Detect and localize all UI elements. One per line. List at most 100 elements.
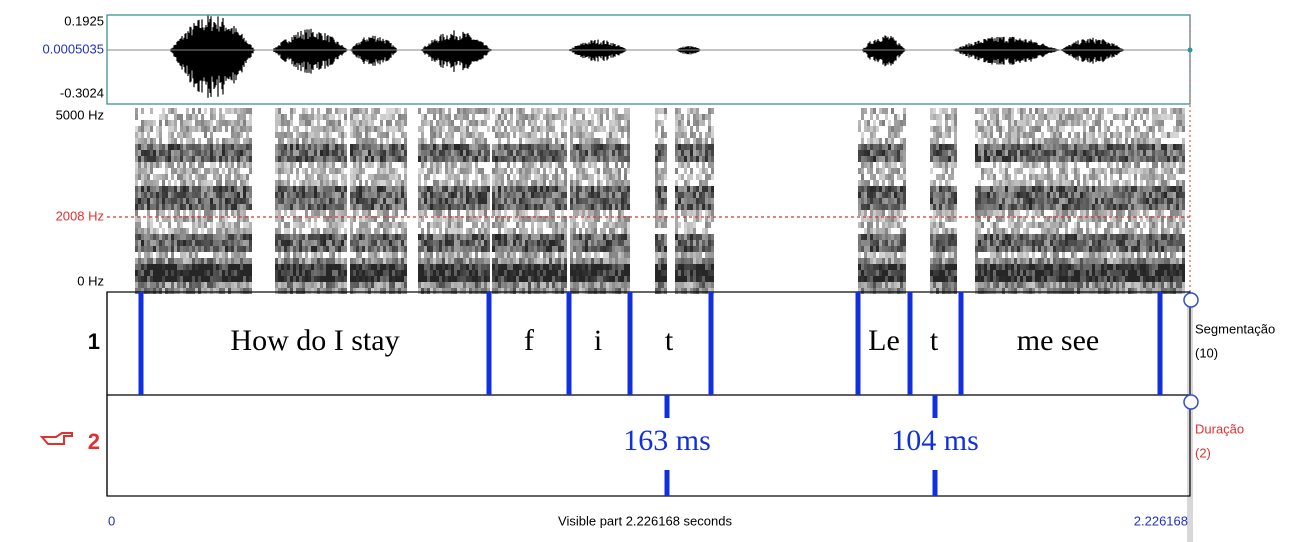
spectrogram-cell bbox=[237, 282, 240, 288]
spectrogram-cell bbox=[383, 246, 386, 252]
spectrogram-cell bbox=[386, 174, 389, 180]
spectrogram-cell bbox=[275, 228, 278, 234]
spectrogram-cell bbox=[463, 246, 466, 252]
spectrogram-cell bbox=[504, 252, 507, 258]
spectrogram-cell bbox=[513, 144, 516, 150]
spectrogram-cell bbox=[195, 174, 198, 180]
spectrogram-cell bbox=[487, 258, 490, 264]
spectrogram-cell bbox=[687, 264, 690, 270]
spectrogram-cell bbox=[162, 204, 165, 210]
spectrogram-cell bbox=[290, 198, 293, 204]
spectrogram-cell bbox=[585, 192, 588, 198]
spectrogram-cell bbox=[281, 180, 284, 186]
spectrogram-cell bbox=[618, 174, 621, 180]
spectrogram-cell bbox=[519, 240, 522, 246]
spectrogram-cell bbox=[323, 240, 326, 246]
spectrogram-cell bbox=[150, 150, 153, 156]
spectrogram-cell bbox=[448, 198, 451, 204]
spectrogram-cell bbox=[299, 228, 302, 234]
spectrogram-cell bbox=[284, 282, 287, 288]
spectrogram-cell bbox=[882, 192, 885, 198]
spectrogram-cell bbox=[240, 282, 243, 288]
spectrogram-cell bbox=[543, 258, 546, 264]
spectrogram-cell bbox=[579, 180, 582, 186]
spectrogram-cell bbox=[519, 228, 522, 234]
spectrogram-cell bbox=[873, 282, 876, 288]
spectrogram-cell bbox=[368, 270, 371, 276]
spectrogram-cell bbox=[451, 264, 454, 270]
spectrogram-cell bbox=[543, 276, 546, 282]
spectrogram-cell bbox=[498, 246, 501, 252]
spectrogram-cell bbox=[627, 120, 630, 126]
spectrogram-cell bbox=[368, 192, 371, 198]
spectrogram-cell bbox=[552, 288, 555, 294]
spectrogram-cell bbox=[201, 234, 204, 240]
spectrogram-cell bbox=[356, 192, 359, 198]
spectrogram-cell bbox=[466, 276, 469, 282]
spectrogram-cell bbox=[147, 138, 150, 144]
spectrogram-cell bbox=[516, 264, 519, 270]
spectrogram-cell bbox=[531, 228, 534, 234]
spectrogram-cell bbox=[687, 288, 690, 294]
spectrogram-cell bbox=[658, 222, 661, 228]
spectrogram-cell bbox=[284, 150, 287, 156]
spectrogram-cell bbox=[189, 114, 192, 120]
spectrogram-cell bbox=[314, 186, 317, 192]
spectrogram-cell bbox=[445, 114, 448, 120]
spectrogram-cell bbox=[510, 108, 513, 114]
spectrogram-cell bbox=[594, 138, 597, 144]
spectrogram-cell bbox=[546, 174, 549, 180]
spectrogram-cell bbox=[430, 282, 433, 288]
spectrogram-cell bbox=[681, 276, 684, 282]
spectrogram-cell bbox=[275, 156, 278, 162]
spectrogram-cell bbox=[624, 150, 627, 156]
spectrogram-cell bbox=[498, 282, 501, 288]
spectrogram-cell bbox=[681, 198, 684, 204]
spectrogram-cell bbox=[198, 204, 201, 210]
spectrogram-cell bbox=[314, 264, 317, 270]
spectrogram-cell bbox=[478, 228, 481, 234]
spectrogram-cell bbox=[888, 198, 891, 204]
spectrogram-cell bbox=[591, 180, 594, 186]
spectrogram-cell bbox=[174, 228, 177, 234]
spectrogram-cell bbox=[302, 168, 305, 174]
spectrogram-cell bbox=[708, 186, 711, 192]
spectrogram-cell bbox=[552, 228, 555, 234]
spectrogram-cell bbox=[681, 234, 684, 240]
spectrogram-cell bbox=[359, 246, 362, 252]
spectrogram-cell bbox=[186, 246, 189, 252]
spectrogram-cell bbox=[876, 144, 879, 150]
spectrogram-cell bbox=[522, 246, 525, 252]
spectrogram-cell bbox=[439, 246, 442, 252]
spectrogram-cell bbox=[882, 258, 885, 264]
spectrogram-cell bbox=[168, 192, 171, 198]
spectrogram-cell bbox=[290, 240, 293, 246]
spectrogram-cell bbox=[460, 252, 463, 258]
spectrogram-cell bbox=[135, 246, 138, 252]
spectrogram-cell bbox=[708, 276, 711, 282]
spectrogram-cell bbox=[433, 186, 436, 192]
spectrogram-cell bbox=[240, 120, 243, 126]
spectrogram-cell bbox=[495, 114, 498, 120]
spectrogram-cell bbox=[897, 168, 900, 174]
spectrogram-cell bbox=[344, 270, 347, 276]
spectrogram-cell bbox=[433, 174, 436, 180]
spectrogram-cell bbox=[320, 192, 323, 198]
spectrogram-cell bbox=[478, 150, 481, 156]
spectrogram-cell bbox=[594, 288, 597, 294]
spectrogram-cell bbox=[478, 156, 481, 162]
spectrogram-cell bbox=[522, 156, 525, 162]
spectrogram-cell bbox=[475, 270, 478, 276]
spectrogram-cell bbox=[341, 234, 344, 240]
spectrogram-cell bbox=[597, 210, 600, 216]
spectrogram-cell bbox=[879, 228, 882, 234]
spectrogram-cell bbox=[320, 252, 323, 258]
spectrogram-cell bbox=[144, 162, 147, 168]
spectrogram-cell bbox=[687, 162, 690, 168]
spectrogram-cell bbox=[861, 180, 864, 186]
spectrogram-cell bbox=[591, 162, 594, 168]
spectrogram-cell bbox=[454, 276, 457, 282]
spectrogram-cell bbox=[302, 198, 305, 204]
spectrogram-cell bbox=[150, 168, 153, 174]
spectrogram-cell bbox=[275, 114, 278, 120]
